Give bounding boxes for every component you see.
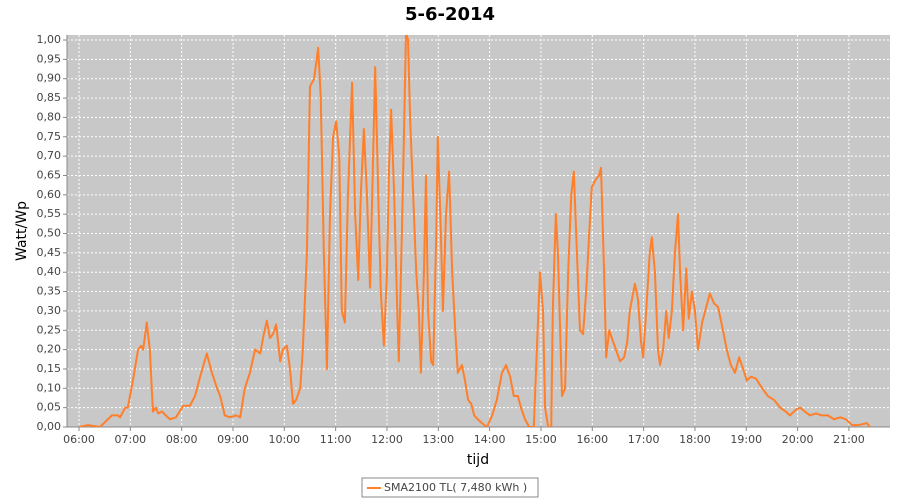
y-tick-label: 0,10 [37, 381, 62, 394]
y-tick-label: 0,45 [37, 246, 62, 259]
x-tick-label: 12:00 [371, 433, 403, 446]
y-tick-label: 0,40 [37, 265, 62, 278]
legend [361, 477, 539, 498]
x-tick-label: 10:00 [268, 433, 300, 446]
y-tick-label: 0,90 [37, 72, 62, 85]
x-tick-label: 06:00 [63, 433, 95, 446]
series-line [78, 35, 871, 427]
legend-items: SMA2100 TL( 7,480 kWh ) [367, 481, 527, 494]
y-tick-label: 0,15 [37, 362, 62, 375]
series-lines [78, 35, 871, 427]
x-tick-label: 18:00 [679, 433, 711, 446]
y-tick-label: 0,80 [37, 110, 62, 123]
legend-label: SMA2100 TL( 7,480 kWh ) [384, 481, 527, 494]
y-tick-label: 0,55 [37, 207, 62, 220]
x-tick-label: 17:00 [628, 433, 660, 446]
x-tick-label: 14:00 [474, 433, 506, 446]
y-axis-label: Watt/Wp [14, 201, 30, 261]
y-tick-label: 0,00 [37, 420, 62, 433]
y-tick-label: 0,20 [37, 343, 62, 356]
x-tick-label: 16:00 [576, 433, 608, 446]
y-tick-label: 0,85 [37, 91, 62, 104]
x-tick-label: 09:00 [217, 433, 249, 446]
y-tick-label: 0,35 [37, 285, 62, 298]
y-tick-label: 0,75 [37, 130, 62, 143]
y-tick-label: 0,60 [37, 188, 62, 201]
y-tick-label: 0,05 [37, 401, 62, 414]
y-tick-label: 1,00 [37, 33, 62, 46]
x-tick-label: 08:00 [166, 433, 198, 446]
y-tick-label: 0,65 [37, 168, 62, 181]
x-tick-label: 19:00 [730, 433, 762, 446]
x-tick-label: 11:00 [320, 433, 352, 446]
y-tick-label: 0,95 [37, 52, 62, 65]
x-tick-label: 15:00 [525, 433, 557, 446]
y-tick-label: 0,50 [37, 227, 62, 240]
x-tick-label: 13:00 [422, 433, 454, 446]
axes: 0,00 0,05 0,10 0,15 0,20 0,25 0,30 0,35 0,40 0,45… [37, 33, 890, 446]
x-tick-label: 07:00 [114, 433, 146, 446]
plot-area [67, 35, 890, 427]
y-tick-label: 0,25 [37, 323, 62, 336]
grid [67, 35, 890, 428]
y-tick-label: 0,30 [37, 304, 62, 317]
chart-title: 5-6-2014 [405, 4, 495, 25]
x-axis-label: tijd [467, 452, 489, 468]
x-tick-label: 21:00 [833, 433, 865, 446]
y-tick-label: 0,70 [37, 149, 62, 162]
x-tick-label: 20:00 [782, 433, 814, 446]
